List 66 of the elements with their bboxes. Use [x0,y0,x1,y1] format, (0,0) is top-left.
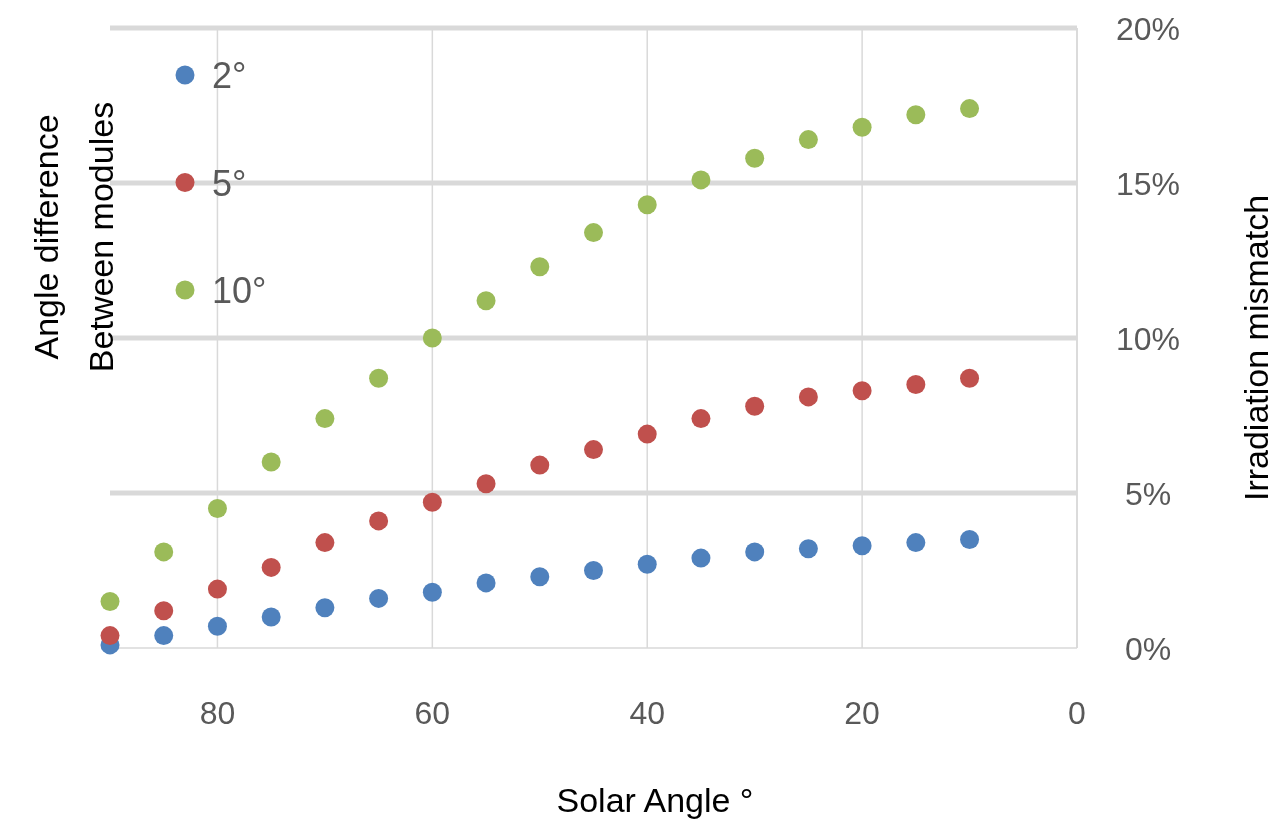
y-tick-label: 20% [1115,11,1181,47]
x-axis-title: Solar Angle ° [556,781,754,819]
point [637,424,657,444]
x-tick-label: 40 [629,695,666,731]
legend-title: Angle difference Between modules [27,101,120,373]
point [852,117,872,137]
point [315,533,335,553]
legend-label: 10° [212,270,267,311]
legend-label: 2° [212,55,247,96]
point [960,530,980,549]
point [852,381,872,401]
point [745,396,765,416]
point [369,368,389,388]
x-tick-label: 0 [1068,695,1086,731]
point [637,195,657,215]
point [530,455,550,475]
point [798,539,818,559]
point [476,291,496,311]
point [261,607,281,627]
point [261,452,281,472]
point [798,387,818,407]
point [261,557,281,577]
point [476,573,496,593]
point [584,561,603,580]
point [422,582,442,602]
point [207,616,227,636]
point [315,409,335,429]
point [906,375,926,394]
point [852,536,872,556]
point [960,99,980,119]
point [100,626,120,646]
point [906,533,926,553]
point [745,542,765,562]
point [530,567,550,587]
point [691,170,711,190]
point [422,328,442,348]
point [584,223,603,243]
point [691,409,711,429]
y-axis-title: Irradiation mismatch [1237,194,1275,502]
point [369,588,389,608]
point [476,474,496,494]
point [422,492,442,512]
x-tick-label: 80 [199,695,236,731]
x-tick-label: 60 [414,695,451,731]
point [154,601,174,621]
point [960,368,980,388]
y-tick-label: 15% [1115,166,1181,202]
point [637,554,657,574]
point [691,548,711,568]
point [154,542,174,562]
point [530,257,550,277]
point [100,592,120,611]
x-tick-label: 20 [844,695,880,731]
legend-label: 5° [212,162,247,204]
point [745,148,765,168]
y-tick-label: 5% [1124,476,1172,512]
point [798,130,818,150]
point [906,105,926,125]
point [584,440,603,460]
y-tick-label: 0% [1124,631,1172,667]
point [207,499,227,518]
point [207,579,227,599]
point [315,598,335,618]
point [154,626,174,646]
point [369,511,389,531]
y-tick-label: 10% [1115,321,1181,357]
